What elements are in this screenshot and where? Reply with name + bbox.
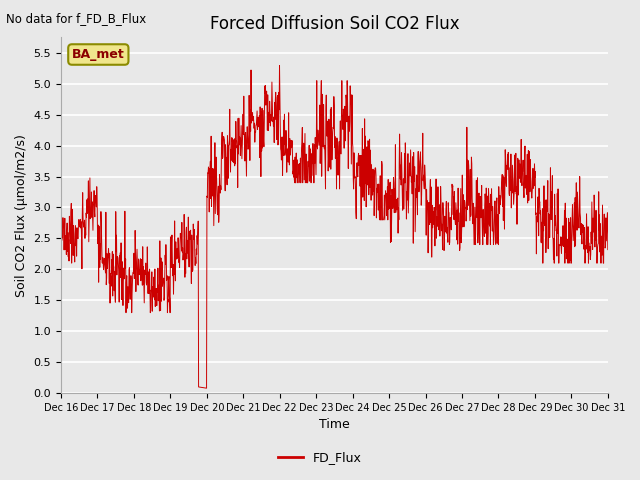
Legend: FD_Flux: FD_Flux <box>273 446 367 469</box>
Title: Forced Diffusion Soil CO2 Flux: Forced Diffusion Soil CO2 Flux <box>210 15 460 33</box>
X-axis label: Time: Time <box>319 419 350 432</box>
Y-axis label: Soil CO2 Flux (μmol/m2/s): Soil CO2 Flux (μmol/m2/s) <box>15 134 28 297</box>
Text: No data for f_FD_B_Flux: No data for f_FD_B_Flux <box>6 12 147 25</box>
Text: BA_met: BA_met <box>72 48 125 61</box>
